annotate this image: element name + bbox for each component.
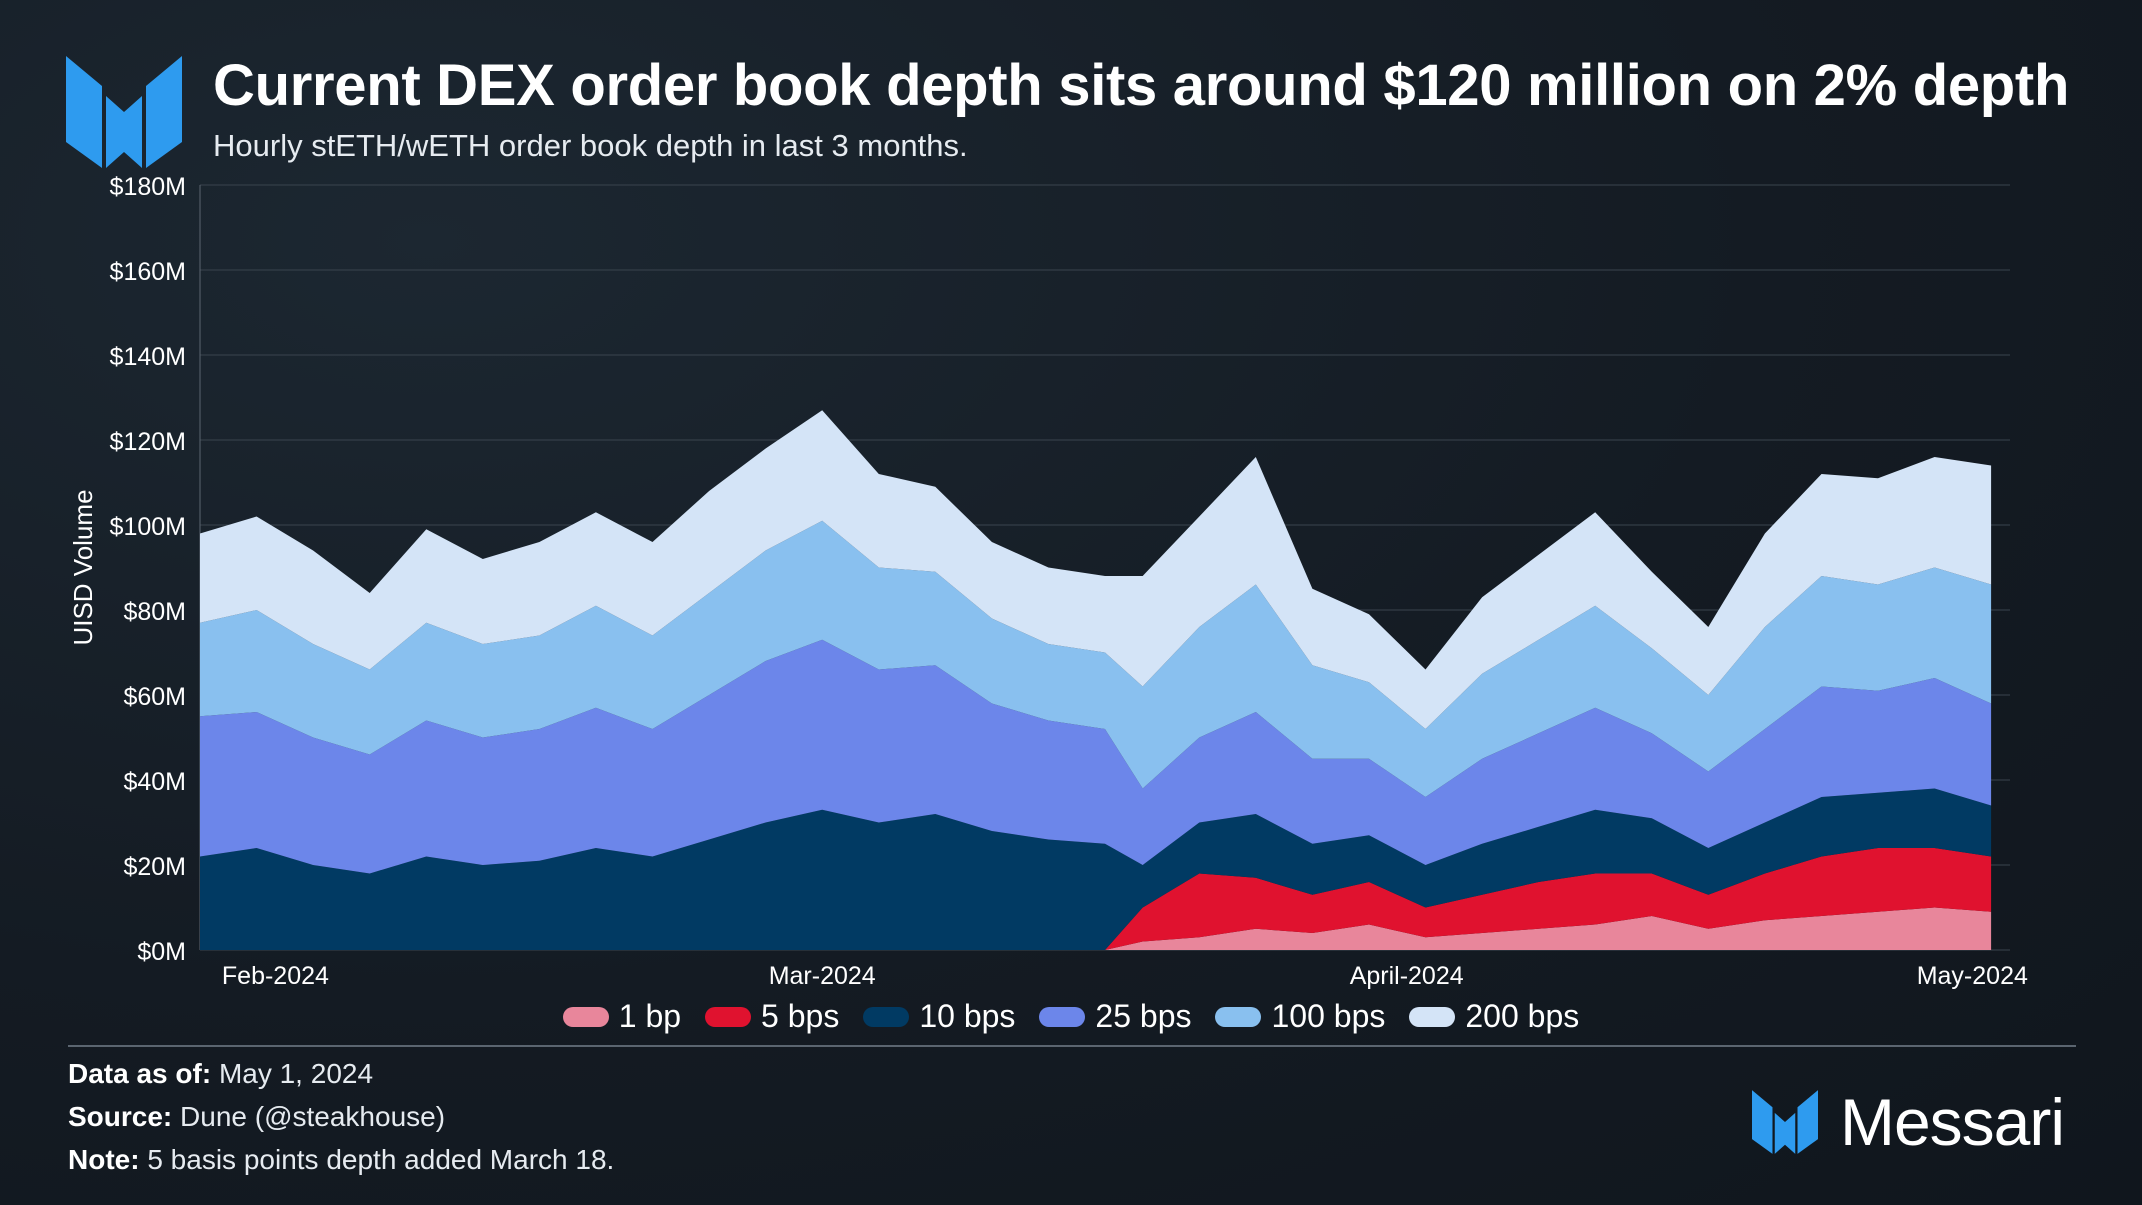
legend-label: 10 bps [919,998,1016,1034]
x-tick-label: May-2024 [1917,962,2028,990]
messari-brand-icon [1752,1090,1818,1154]
note-value: 5 basis points depth added March 18. [147,1144,615,1175]
area-series-5-bps [200,848,1992,950]
x-tick-label: April-2024 [1350,962,1464,990]
source-line: Source: Dune (@steakhouse) [68,1101,445,1133]
brand-name: Messari [1840,1085,2065,1159]
page-subtitle: Hourly stETH/wETH order book depth in la… [213,128,968,163]
brand-mark: Messari [1752,1084,2065,1160]
y-tick-label: $100M [110,513,186,541]
legend-swatch [1215,1006,1262,1027]
legend-label: 200 bps [1465,998,1580,1034]
y-tick-label: $20M [123,853,186,881]
area-series-100-bps [200,520,1992,797]
note-label: Note: [68,1144,140,1175]
legend-item: 25 bps [1039,998,1191,1035]
y-tick-label: $120M [110,428,186,456]
legend-item: 200 bps [1409,998,1579,1035]
y-tick-label: $80M [123,598,186,626]
y-tick-label: $140M [110,343,186,371]
y-tick-label: $160M [110,258,186,286]
y-tick-label: $180M [110,173,186,201]
legend-item: 5 bps [705,998,839,1035]
y-axis-label: UISD Volume [68,489,98,645]
page-title: Current DEX order book depth sits around… [213,53,2070,118]
legend-swatch [863,1006,910,1027]
messari-logo-icon [66,56,182,168]
source-label: Source: [68,1101,173,1132]
y-tick-label: $60M [123,683,186,711]
x-tick-label: Feb-2024 [222,962,329,990]
source-value: Dune (@steakhouse) [180,1101,446,1132]
area-series-200-bps [200,410,1992,729]
data-as-of: Data as of: May 1, 2024 [68,1058,373,1090]
data-as-of-value: May 1, 2024 [218,1058,374,1089]
footer-divider [68,1045,2076,1047]
legend-swatch [562,1006,609,1027]
x-tick-label: Mar-2024 [769,962,876,990]
area-series-25-bps [200,639,1992,874]
legend-swatch [1039,1006,1086,1027]
y-tick-label: $0M [137,938,186,966]
area-series-10-bps [200,788,1992,950]
y-tick-label: $40M [123,768,186,796]
legend-label: 5 bps [761,998,840,1034]
legend-item: 100 bps [1215,998,1385,1035]
legend-swatch [1409,1006,1456,1027]
note-line: Note: 5 basis points depth added March 1… [68,1144,614,1176]
legend-item: 1 bp [562,998,682,1035]
stacked-area-chart: $0M $20M $40M $60M $80M $100M $120M $140M $160M $… [68,173,2028,990]
legend-label: 100 bps [1271,998,1386,1034]
area-series-1-bp [200,907,1992,950]
legend-label: 25 bps [1095,998,1192,1034]
legend-item: 10 bps [863,998,1015,1035]
legend-label: 1 bp [618,998,682,1034]
data-as-of-label: Data as of: [68,1058,212,1089]
chart-legend: 1 bp 5 bps 10 bps 25 bps 100 bps 200 bps [0,998,2142,1035]
legend-swatch [705,1006,752,1027]
